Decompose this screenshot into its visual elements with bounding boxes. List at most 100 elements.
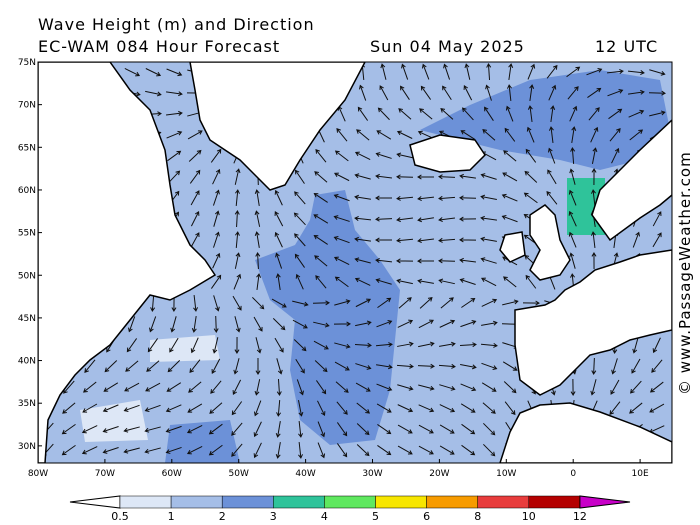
arrow: [298, 420, 304, 438]
arrow: [590, 379, 597, 396]
arrow: [276, 378, 282, 396]
arrow: [396, 363, 414, 369]
arrow: [461, 444, 476, 456]
arrow: [149, 316, 157, 333]
arrow: [459, 342, 477, 348]
arrow: [420, 85, 432, 100]
arrow: [190, 210, 200, 227]
arrow: [294, 191, 306, 205]
arrow: [503, 276, 517, 288]
arrow: [396, 278, 413, 285]
arrow: [294, 233, 306, 247]
arrow: [234, 210, 240, 228]
arrow: [567, 86, 579, 100]
arrow: [233, 273, 242, 290]
arrow: [354, 342, 372, 348]
arrow: [522, 300, 540, 306]
arrow: [232, 295, 242, 311]
arrow: [438, 217, 456, 223]
arrow: [611, 358, 618, 375]
arrow: [569, 168, 576, 185]
arrow: [503, 150, 517, 162]
arrow: [123, 426, 140, 433]
arrow: [210, 148, 222, 163]
arrow: [316, 380, 327, 395]
arrow: [231, 443, 243, 457]
arrow: [255, 357, 261, 375]
arrow: [334, 276, 349, 288]
arrow: [313, 193, 328, 203]
arrow: [231, 401, 243, 416]
arrow: [417, 217, 434, 223]
arrow: [336, 401, 348, 415]
lon-label: 0: [570, 469, 576, 479]
date: Sun 04 May 2025: [370, 37, 525, 56]
arrow: [165, 404, 182, 413]
arrow: [234, 189, 240, 207]
arrow: [315, 275, 327, 289]
arrow: [418, 404, 435, 413]
arrow: [377, 297, 392, 309]
arrow: [213, 231, 220, 248]
arrow: [294, 169, 305, 184]
arrow: [523, 192, 538, 204]
arrow: [570, 378, 576, 396]
arrow: [275, 252, 283, 269]
arrow: [354, 194, 371, 200]
arrow: [276, 358, 283, 375]
lon-label: 50W: [229, 469, 249, 479]
colorbar-label: 1: [168, 510, 175, 523]
arrow: [375, 195, 393, 201]
arrow: [61, 444, 76, 456]
arrow: [417, 196, 435, 202]
arrow: [274, 211, 284, 227]
arrow: [354, 173, 371, 180]
low-wave-region: [150, 335, 220, 362]
arrow: [483, 422, 496, 436]
arrow: [459, 173, 476, 179]
scandinavia: [591, 118, 672, 242]
arrow: [165, 425, 182, 433]
arrow: [525, 148, 537, 163]
arrow: [210, 380, 222, 394]
europe: [514, 249, 672, 396]
arrow: [144, 404, 161, 412]
africa: [499, 402, 672, 463]
arrow: [590, 126, 599, 143]
arrow: [632, 337, 639, 354]
arrow: [482, 129, 496, 141]
arrow: [418, 424, 434, 434]
arrow: [313, 235, 328, 245]
arrow: [252, 296, 265, 310]
arrow: [293, 212, 306, 226]
lon-label: 80W: [28, 469, 48, 479]
arrow: [187, 130, 203, 140]
arrow: [631, 358, 641, 374]
arrow: [125, 360, 139, 372]
arrow: [147, 338, 159, 353]
high-wave-region: [255, 190, 400, 445]
colorbar-box: [221, 495, 274, 509]
arrow: [211, 358, 221, 374]
arrow: [102, 404, 119, 413]
arrow: [570, 147, 576, 165]
arrow: [632, 231, 641, 248]
arrow: [627, 70, 645, 76]
arrow: [191, 316, 197, 333]
arrow: [502, 299, 519, 306]
arrow: [376, 364, 393, 370]
arrow: [187, 403, 203, 413]
arrow: [298, 441, 304, 459]
arrow: [333, 236, 350, 244]
arrow: [166, 68, 183, 77]
arrow: [336, 422, 348, 437]
arrow: [443, 63, 451, 80]
arrow: [254, 210, 261, 227]
arrow: [354, 257, 371, 264]
arrow: [314, 171, 328, 183]
arrow: [481, 382, 497, 392]
arrow: [354, 277, 371, 286]
arrow: [586, 67, 603, 76]
arrow: [508, 63, 514, 80]
arrow: [398, 108, 412, 120]
